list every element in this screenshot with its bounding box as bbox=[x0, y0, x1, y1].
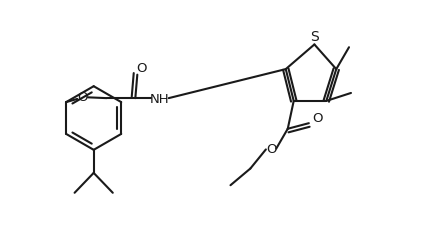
Text: O: O bbox=[266, 143, 276, 156]
Text: O: O bbox=[136, 62, 147, 75]
Text: O: O bbox=[78, 91, 88, 104]
Text: NH: NH bbox=[150, 93, 170, 106]
Text: O: O bbox=[312, 112, 322, 125]
Text: S: S bbox=[311, 30, 319, 44]
